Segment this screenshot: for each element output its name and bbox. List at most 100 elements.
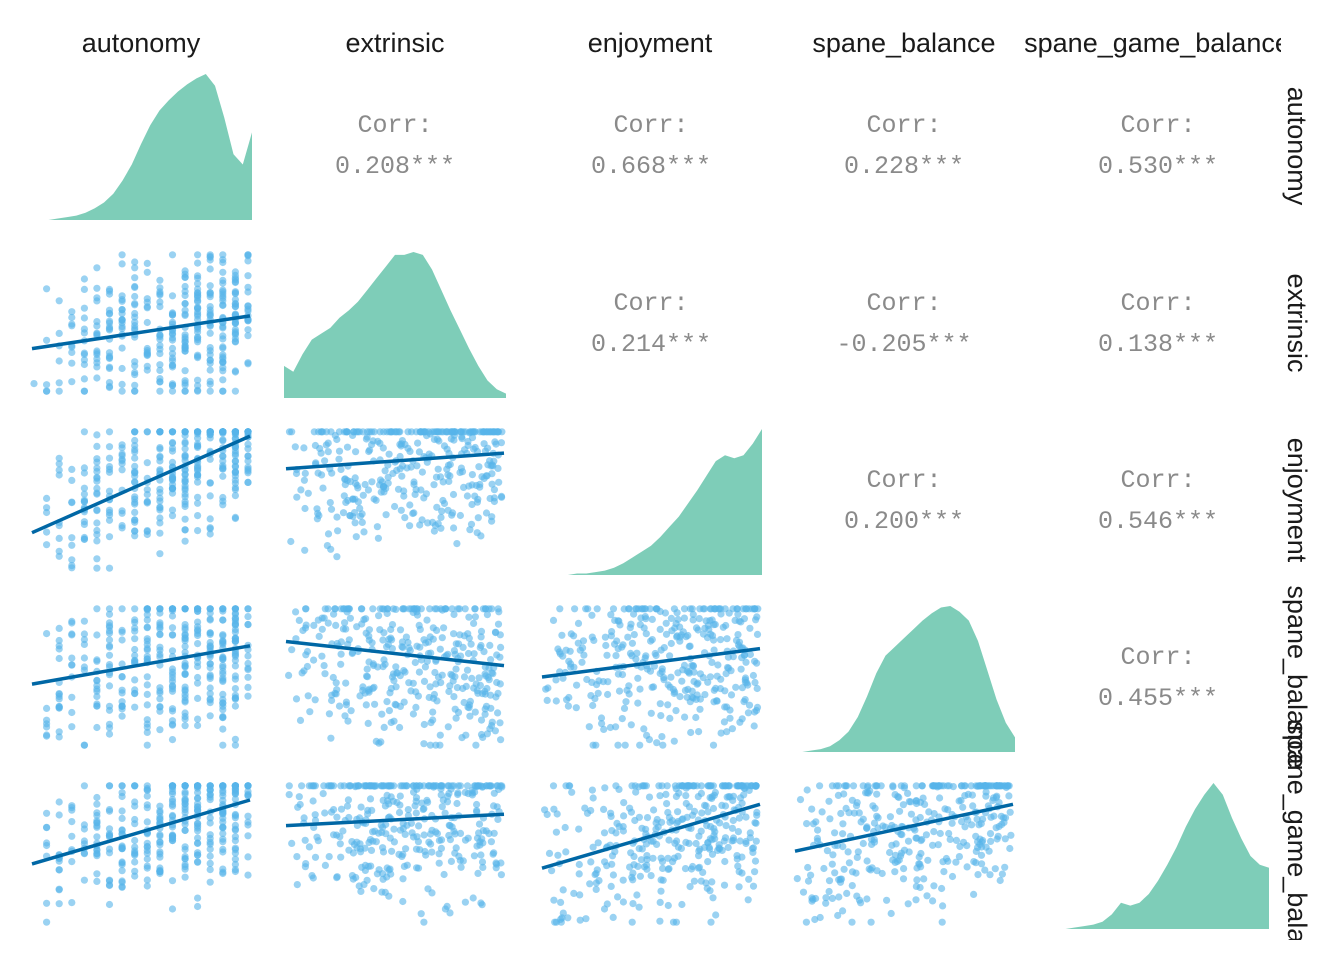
scatter-point — [131, 858, 139, 866]
scatter-point — [68, 723, 76, 731]
scatter-point — [143, 527, 151, 535]
scatter-point — [168, 251, 177, 259]
scatter-point — [889, 856, 897, 864]
scatter-point — [55, 636, 63, 645]
corr-value: 0.530*** — [1098, 152, 1218, 181]
scatter-point — [131, 836, 139, 845]
scatter-point — [887, 909, 895, 918]
scatter-point — [244, 832, 252, 840]
scatter-point — [686, 605, 694, 613]
scatter-point — [620, 704, 629, 713]
scatter-point — [43, 336, 51, 344]
scatter-point — [194, 679, 202, 687]
scatter-point — [839, 907, 847, 915]
scatter-point — [206, 312, 214, 320]
scatter-point — [571, 605, 579, 613]
scatter-point — [244, 478, 252, 486]
scatter-point — [424, 519, 432, 527]
scatter-point — [206, 866, 214, 874]
scatter-point — [310, 428, 318, 436]
column-label-extrinsic: extrinsic — [345, 28, 444, 58]
scatter-point — [700, 843, 709, 852]
scatter-point — [384, 473, 392, 481]
scatter-point — [105, 364, 114, 372]
scatter-point — [704, 858, 712, 866]
scatter-point — [652, 605, 661, 613]
scatter-point — [695, 728, 703, 736]
scatter-point — [447, 785, 455, 793]
scatter-point — [680, 605, 689, 613]
scatter-point — [588, 678, 596, 687]
scatter-point — [156, 689, 164, 697]
scatter-point — [720, 837, 728, 845]
scatter-point — [43, 918, 51, 926]
scatter-point — [68, 832, 76, 840]
scatter-point — [118, 387, 126, 395]
scatter-point — [93, 442, 101, 450]
scatter-point — [381, 467, 389, 475]
scatter-point — [657, 712, 665, 720]
scatter-point — [549, 616, 558, 625]
scatter-point — [181, 782, 189, 790]
scatter-point — [816, 913, 824, 922]
scatter-point — [490, 802, 498, 810]
scatter-point — [645, 793, 654, 801]
scatter-point — [181, 287, 189, 295]
scatter-point — [473, 800, 481, 809]
scatter-point — [737, 782, 745, 790]
scatter-point — [206, 492, 214, 500]
scatter-point — [853, 853, 861, 862]
scatter-point — [934, 841, 942, 849]
corr-value: -0.205*** — [836, 330, 971, 359]
scatter-point — [907, 810, 916, 818]
scatter-point — [415, 668, 423, 676]
scatter-point — [575, 860, 583, 869]
scatter-point — [888, 841, 896, 849]
scatter-point — [613, 819, 621, 828]
scatter-point — [600, 805, 608, 814]
scatter-point — [93, 484, 101, 492]
scatter-point — [396, 826, 404, 834]
scatter-point — [704, 678, 712, 686]
scatter-point — [753, 630, 762, 639]
scatter-point — [206, 814, 214, 822]
scatter-point — [799, 888, 808, 896]
scatter-point — [330, 610, 338, 618]
scatter-point — [916, 798, 925, 806]
scatter-point — [143, 635, 151, 643]
scatter-point — [118, 877, 126, 885]
scatter-point — [143, 268, 151, 276]
scatter-point — [722, 822, 730, 830]
scatter-point — [559, 886, 567, 894]
scatter-point — [219, 276, 227, 284]
scatter-point — [168, 428, 177, 436]
scatter-point — [400, 492, 408, 500]
scatter-point — [646, 605, 654, 613]
scatter-point — [93, 537, 101, 545]
scatter-point — [105, 825, 114, 833]
scatter-point — [93, 833, 101, 841]
scatter-point — [802, 918, 811, 926]
scatter-point — [978, 860, 986, 868]
scatter-point — [367, 862, 375, 870]
scatter-point — [557, 898, 565, 907]
scatter-point — [587, 692, 595, 700]
scatter-point — [68, 562, 76, 570]
scatter-point — [181, 661, 189, 670]
scatter-point — [751, 678, 759, 687]
scatter-point — [131, 478, 139, 486]
scatter-point — [55, 728, 63, 736]
scatter-point — [219, 845, 227, 854]
scatter-point — [118, 660, 126, 668]
scatter-point — [43, 809, 51, 817]
scatter-point — [400, 605, 409, 613]
scatter-point — [576, 916, 584, 924]
scatter-point — [614, 741, 622, 749]
scatter-point — [619, 641, 627, 649]
scatter-point — [450, 524, 458, 532]
scatter-point — [194, 280, 202, 288]
scatter-point — [673, 632, 681, 640]
scatter-point — [920, 875, 928, 883]
scatter-point — [362, 615, 370, 623]
scatter-point — [445, 831, 453, 840]
